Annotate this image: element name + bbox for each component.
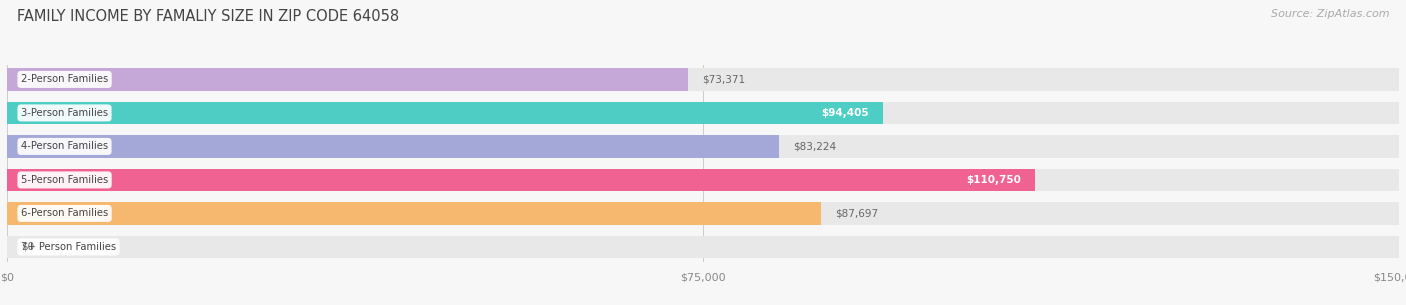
Text: Source: ZipAtlas.com: Source: ZipAtlas.com (1271, 9, 1389, 19)
Bar (7, 102, 883, 124)
Bar (7, 169, 1035, 191)
Bar (7, 102, 1399, 124)
Text: 5-Person Families: 5-Person Families (21, 175, 108, 185)
Bar (7, 235, 1399, 258)
Bar (7, 135, 779, 158)
Text: $110,750: $110,750 (966, 175, 1021, 185)
Bar (7, 68, 688, 91)
Text: 3-Person Families: 3-Person Families (21, 108, 108, 118)
Text: 7+ Person Families: 7+ Person Families (21, 242, 117, 252)
Bar (7, 202, 821, 225)
Bar (7, 68, 1399, 91)
Text: $87,697: $87,697 (835, 208, 877, 218)
Text: FAMILY INCOME BY FAMALIY SIZE IN ZIP CODE 64058: FAMILY INCOME BY FAMALIY SIZE IN ZIP COD… (17, 9, 399, 24)
Text: $73,371: $73,371 (702, 74, 745, 84)
Text: $0: $0 (21, 242, 34, 252)
Text: 6-Person Families: 6-Person Families (21, 208, 108, 218)
Text: $94,405: $94,405 (821, 108, 869, 118)
Text: 4-Person Families: 4-Person Families (21, 142, 108, 151)
Bar (7, 202, 1399, 225)
Text: 2-Person Families: 2-Person Families (21, 74, 108, 84)
Bar (7, 169, 1399, 191)
Bar (7, 135, 1399, 158)
Text: $83,224: $83,224 (793, 142, 837, 151)
